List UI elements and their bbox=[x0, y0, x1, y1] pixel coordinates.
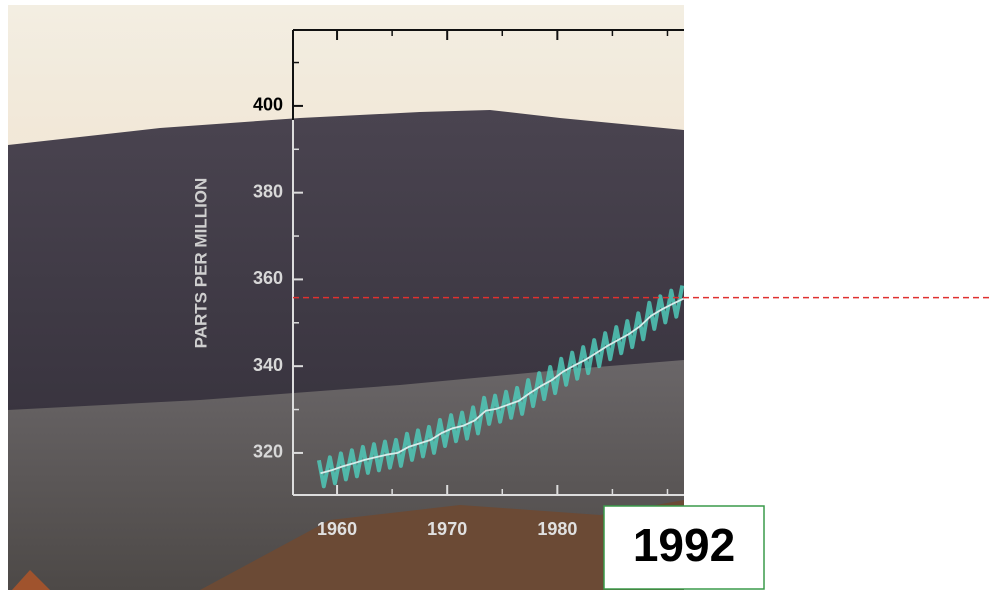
y-tick-label: 340 bbox=[253, 355, 283, 375]
y-tick-label: 320 bbox=[253, 442, 283, 462]
plot-area bbox=[316, 285, 684, 489]
annotation-box bbox=[603, 505, 765, 590]
series-line bbox=[316, 285, 684, 489]
y-axis-label: PARTS PER MILLION bbox=[191, 178, 210, 349]
y-tick-label: 380 bbox=[253, 181, 283, 201]
series-line bbox=[320, 297, 684, 475]
x-tick-label: 1980 bbox=[537, 519, 577, 539]
x-tick-label: 1970 bbox=[427, 519, 467, 539]
background-photo bbox=[8, 5, 684, 590]
y-tick-label: 400 bbox=[253, 95, 283, 115]
x-tick-label: 1960 bbox=[317, 519, 357, 539]
y-tick-label: 360 bbox=[253, 268, 283, 288]
annotation: 1992 bbox=[633, 519, 735, 571]
